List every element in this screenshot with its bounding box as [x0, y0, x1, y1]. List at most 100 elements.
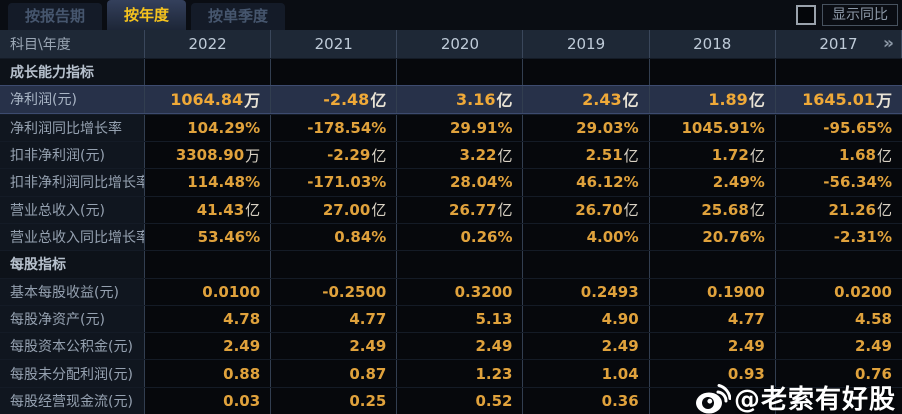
table-cell: 2.49: [523, 333, 650, 360]
table-cell: 0.03: [145, 387, 272, 414]
table-cell: 0.88: [145, 360, 272, 387]
table-row[interactable]: 每股净资产(元) 4.78 4.77 5.13 4.90 4.77 4.58: [0, 304, 902, 333]
show-yoy-label[interactable]: 显示同比: [822, 4, 898, 26]
table-cell: 104.29%: [145, 114, 272, 141]
table-cell: 3.22 亿: [397, 141, 524, 169]
table-row[interactable]: 扣非净利润同比增长率 114.48% -171.03% 28.04% 46.12% 2.4…: [0, 168, 902, 196]
corner-header-cell: 科目\年度: [0, 30, 145, 58]
more-columns-icon[interactable]: »: [883, 33, 894, 54]
tab-by-quarter[interactable]: 按单季度: [191, 3, 286, 30]
table-cell: 0.26%: [397, 223, 524, 251]
table-cell: [650, 251, 776, 278]
table-row[interactable]: 净利润(元) 1064.84 万 -2.48 亿 3.16 亿 2.43 亿 1.89 亿 1645.…: [0, 85, 902, 114]
table-cell: [650, 59, 776, 86]
year-header-2017: 2017»: [775, 30, 902, 58]
table-cell: 2.49: [854, 337, 892, 356]
table-row[interactable]: 每股经营现金流(元) 0.03 0.25 0.52 0.36: [0, 386, 902, 414]
table-cell: 0.84%: [271, 223, 398, 251]
year-header-2022: 2022: [145, 30, 272, 58]
table-cell: 1.89 亿: [650, 86, 776, 113]
table-row[interactable]: 营业总收入(元) 41.43 亿 27.00 亿 26.77 亿 26.70 亿 25.68 亿 21…: [0, 195, 902, 223]
table-cell: 4.77: [271, 305, 398, 333]
table-cell: 2.49: [650, 333, 776, 360]
table-cell: [271, 251, 398, 278]
row-label: 营业总收入(元): [0, 196, 145, 223]
table-cell: 1645.01 万: [802, 89, 892, 111]
table-cell: 1.72 亿: [650, 141, 776, 169]
table-cell: 26.77 亿: [397, 196, 524, 223]
table-cell: 25.68 亿: [650, 196, 776, 223]
table-cell: -171.03%: [271, 169, 398, 196]
table-cell: -2.31%: [833, 228, 892, 247]
table-cell: 4.58: [854, 309, 892, 328]
row-label: 净利润同比增长率: [0, 114, 145, 141]
section-header-row: 成长能力指标: [0, 58, 902, 86]
table-row[interactable]: 基本每股收益(元) 0.0100 -0.2500 0.3200 0.2493 0.1900…: [0, 277, 902, 305]
row-label: 成长能力指标: [0, 59, 145, 86]
table-cell: 2.49: [271, 333, 398, 360]
table-cell: -0.2500: [271, 278, 398, 305]
table-cell: [397, 251, 524, 278]
section-header-row: 每股指标: [0, 250, 902, 278]
table-cell: 114.48%: [145, 169, 272, 196]
table-cell: [145, 59, 272, 86]
table-cell: 0.76: [854, 364, 892, 383]
table-row[interactable]: 净利润同比增长率 104.29% -178.54% 29.91% 29.03% 1045.…: [0, 113, 902, 141]
table-row[interactable]: 每股未分配利润(元) 0.88 0.87 1.23 1.04 0.93 0.76: [0, 359, 902, 387]
table-cell: -2.48 亿: [271, 86, 398, 113]
table-row[interactable]: 每股资本公积金(元) 2.49 2.49 2.49 2.49 2.49 2.49: [0, 332, 902, 360]
table-cell: 0.0100: [145, 278, 272, 305]
table-cell: 4.00%: [523, 223, 650, 251]
table-cell: 0.87: [271, 360, 398, 387]
table-cell: [650, 387, 776, 414]
row-label: 基本每股收益(元): [0, 278, 145, 305]
table-cell: 2.49%: [650, 169, 776, 196]
row-label: 每股未分配利润(元): [0, 360, 145, 387]
table-cell: [397, 59, 524, 86]
table-cell: 2.43 亿: [523, 86, 650, 113]
financial-table: 科目\年度 2022 2021 2020 2019 2018 2017» 成长能力指标 净利润(…: [0, 30, 902, 414]
table-cell: 41.43 亿: [145, 196, 272, 223]
table-cell: 0.36: [523, 387, 650, 414]
table-cell: 5.13: [397, 305, 524, 333]
year-header-2021: 2021: [271, 30, 398, 58]
tab-bar-right-controls: 显示同比: [796, 4, 898, 26]
table-cell: 1.23: [397, 360, 524, 387]
table-cell: 20.76%: [650, 223, 776, 251]
table-cell: 29.03%: [523, 114, 650, 141]
row-label: 净利润(元): [0, 86, 145, 113]
row-label: 每股净资产(元): [0, 305, 145, 333]
year-header-2018: 2018: [649, 30, 776, 58]
table-cell: [523, 59, 650, 86]
table-cell: 0.0200: [834, 282, 892, 301]
table-cell: 1064.84 万: [145, 86, 272, 113]
table-cell: 21.26 亿: [828, 200, 892, 220]
table-cell: 0.52: [397, 387, 524, 414]
year-header-2019: 2019: [523, 30, 650, 58]
table-cell: 28.04%: [397, 169, 524, 196]
table-cell: -56.34%: [823, 173, 892, 192]
table-cell: [776, 388, 902, 414]
table-cell: 4.77: [650, 305, 776, 333]
table-cell: 0.2493: [523, 278, 650, 305]
table-cell: -2.29 亿: [271, 141, 398, 169]
table-header-row: 科目\年度 2022 2021 2020 2019 2018 2017»: [0, 30, 902, 58]
table-cell: 2.49: [397, 333, 524, 360]
table-row[interactable]: 营业总收入同比增长率 53.46% 0.84% 0.26% 4.00% 20.76% -2.…: [0, 222, 902, 251]
table-row[interactable]: 扣非净利润(元) 3308.90 万 -2.29 亿 3.22 亿 2.51 亿 1.72 亿 1.6…: [0, 140, 902, 169]
table-cell: -95.65%: [823, 118, 892, 137]
tab-by-report-period[interactable]: 按报告期: [8, 3, 103, 30]
tab-bar: 按报告期 按年度 按单季度 显示同比: [0, 0, 902, 30]
table-cell: 29.91%: [397, 114, 524, 141]
row-label: 每股经营现金流(元): [0, 387, 145, 414]
table-cell: 2.51 亿: [523, 141, 650, 169]
show-yoy-checkbox[interactable]: [796, 5, 816, 25]
table-cell: 0.93: [650, 360, 776, 387]
table-cell: 1045.91%: [650, 114, 776, 141]
row-label: 每股指标: [0, 251, 145, 278]
table-cell: 0.1900: [650, 278, 776, 305]
table-cell: [776, 59, 902, 85]
tab-by-year[interactable]: 按年度: [107, 0, 187, 30]
table-cell: 1.68 亿: [838, 146, 892, 165]
